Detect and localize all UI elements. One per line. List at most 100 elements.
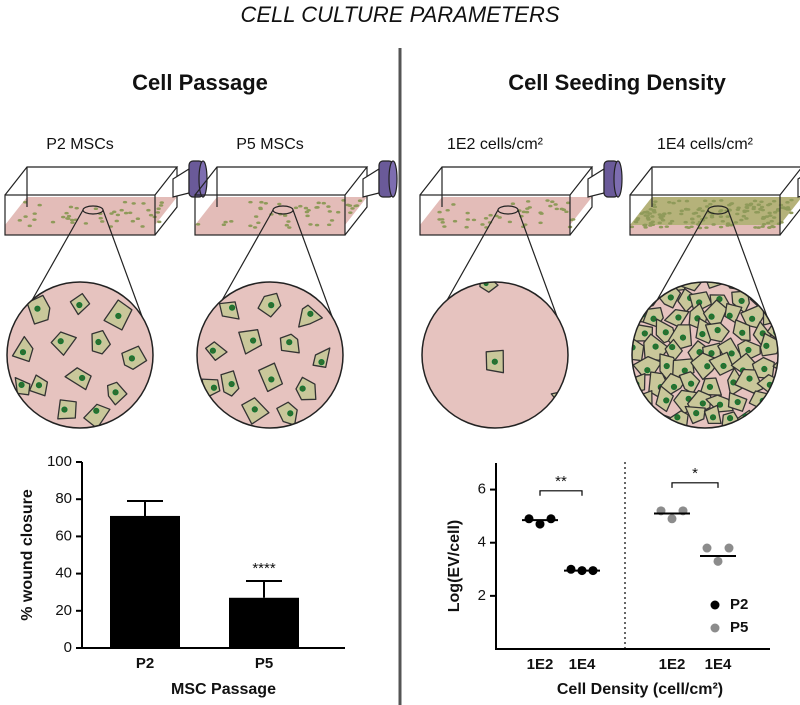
point <box>713 556 723 566</box>
nucleus <box>491 358 498 365</box>
flask-cell <box>284 223 290 227</box>
flask-cell <box>70 221 75 224</box>
x-tick-label: P5 <box>255 655 273 672</box>
flask-cell <box>756 226 761 229</box>
magnified-view <box>6 205 154 429</box>
flask-medium <box>420 197 592 225</box>
flask-cell <box>651 209 656 213</box>
legend-label: P5 <box>730 619 748 636</box>
nucleus <box>738 297 745 305</box>
flask-cap <box>198 160 208 198</box>
flask-cell <box>74 206 79 210</box>
legend-marker <box>710 623 720 633</box>
flask-edge <box>4 166 179 196</box>
flask-cell <box>329 219 335 222</box>
flask-cell <box>256 221 261 225</box>
condition-label: 1E2 cells/cm² <box>447 136 544 153</box>
flask-cell <box>720 219 726 223</box>
flask-cell <box>66 214 72 218</box>
flask-cell <box>130 219 136 223</box>
point <box>667 514 677 524</box>
flask-cell <box>767 226 772 229</box>
flask-cell <box>643 226 648 229</box>
significance: ** <box>555 473 567 490</box>
nucleus <box>251 406 258 413</box>
flask-cell <box>115 213 121 217</box>
flask-cell <box>327 210 332 213</box>
flask-cell <box>23 215 28 218</box>
flask-cell <box>697 207 703 210</box>
x-tick-label: 1E2 <box>659 656 686 673</box>
flask-cell <box>148 213 154 217</box>
flask-cell <box>758 208 763 211</box>
flask-cell <box>785 206 791 209</box>
flask-cell <box>771 216 777 219</box>
axis <box>495 463 770 650</box>
flask-cell <box>553 203 558 206</box>
flask-cell <box>753 226 758 229</box>
flask-cap <box>613 160 623 198</box>
nucleus <box>76 301 83 309</box>
flask-cell <box>303 206 309 210</box>
flask-cell <box>539 212 544 215</box>
nucleus <box>706 383 714 391</box>
flask-cell <box>657 221 662 225</box>
magnified-view <box>421 205 569 429</box>
flask-cell <box>140 225 145 228</box>
nucleus <box>647 294 654 301</box>
flask-cell <box>98 216 103 220</box>
nucleus <box>652 343 659 350</box>
nucleus <box>61 406 68 413</box>
nucleus <box>714 327 721 334</box>
flask-cell <box>554 207 560 211</box>
y-tick-label: 80 <box>55 490 72 507</box>
nucleus <box>745 346 752 354</box>
point <box>535 519 545 529</box>
magnified-view <box>631 205 779 429</box>
flask-cell <box>704 205 710 208</box>
flask-cell <box>23 200 28 204</box>
nucleus <box>764 282 771 288</box>
flask-cell <box>667 201 672 204</box>
nucleus <box>95 338 102 346</box>
cell <box>422 396 434 417</box>
cell <box>632 282 645 293</box>
flask-cell <box>633 220 639 224</box>
flask-cell <box>83 222 89 225</box>
nucleus <box>128 355 136 362</box>
nucleus <box>228 380 235 388</box>
flask-cell <box>471 218 477 222</box>
flask-cell <box>223 220 228 224</box>
nucleus <box>632 282 639 289</box>
significance: * <box>692 465 698 482</box>
flask-cell <box>550 200 555 204</box>
flask-cell <box>767 202 773 206</box>
nucleus <box>731 282 739 285</box>
nucleus <box>93 407 100 414</box>
flask-cell <box>725 224 730 227</box>
legend-label: P2 <box>730 596 748 613</box>
flask-cell <box>690 221 696 224</box>
flask-cell <box>195 223 201 226</box>
flask-cell <box>708 202 713 206</box>
bar <box>110 515 180 648</box>
flask-cell <box>735 212 740 216</box>
cell <box>774 389 778 414</box>
flask-cell <box>321 201 327 205</box>
flask-cell <box>769 219 774 223</box>
flask-cell <box>667 211 672 215</box>
nucleus <box>210 384 218 391</box>
cells <box>11 292 148 428</box>
nucleus <box>229 304 236 311</box>
flask-cell <box>480 223 485 226</box>
flask-cell <box>700 209 705 213</box>
flask-cell <box>100 220 105 223</box>
y-tick-label: 40 <box>55 565 72 582</box>
nucleus <box>633 415 640 422</box>
nucleus <box>286 339 293 346</box>
flask-cell <box>660 218 666 222</box>
flask-neck <box>362 167 380 198</box>
flask-cell <box>114 219 119 223</box>
magnified-view <box>196 205 344 429</box>
flask-cell <box>677 199 682 203</box>
